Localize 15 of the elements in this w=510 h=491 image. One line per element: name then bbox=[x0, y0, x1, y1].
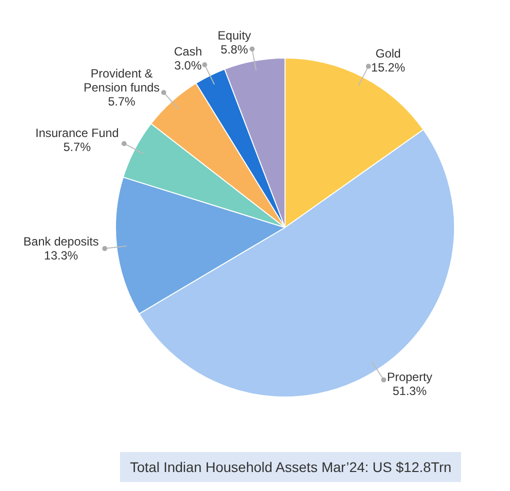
slice-label: Insurance Fund bbox=[35, 126, 119, 140]
data-label: 5.7% bbox=[108, 94, 136, 108]
slice-label: Bank deposits bbox=[23, 234, 99, 249]
data-label: 3.0% bbox=[174, 58, 202, 73]
slice-label: Gold bbox=[376, 46, 401, 60]
slice-label: Property bbox=[386, 370, 432, 384]
slice-label: Equity bbox=[218, 28, 252, 42]
text: Total Indian Household Assets Mar’24: US $12.8Trn bbox=[120, 452, 462, 482]
slice-label: Cash bbox=[174, 44, 202, 59]
data-label: 5.8% bbox=[220, 42, 248, 56]
data-label: 51.3% bbox=[392, 384, 427, 398]
data-label: 13.3% bbox=[44, 248, 78, 263]
slice-label: Provident & Pension funds bbox=[84, 66, 160, 94]
data-label: 15.2% bbox=[371, 60, 406, 74]
data-label: 5.7% bbox=[63, 140, 92, 154]
